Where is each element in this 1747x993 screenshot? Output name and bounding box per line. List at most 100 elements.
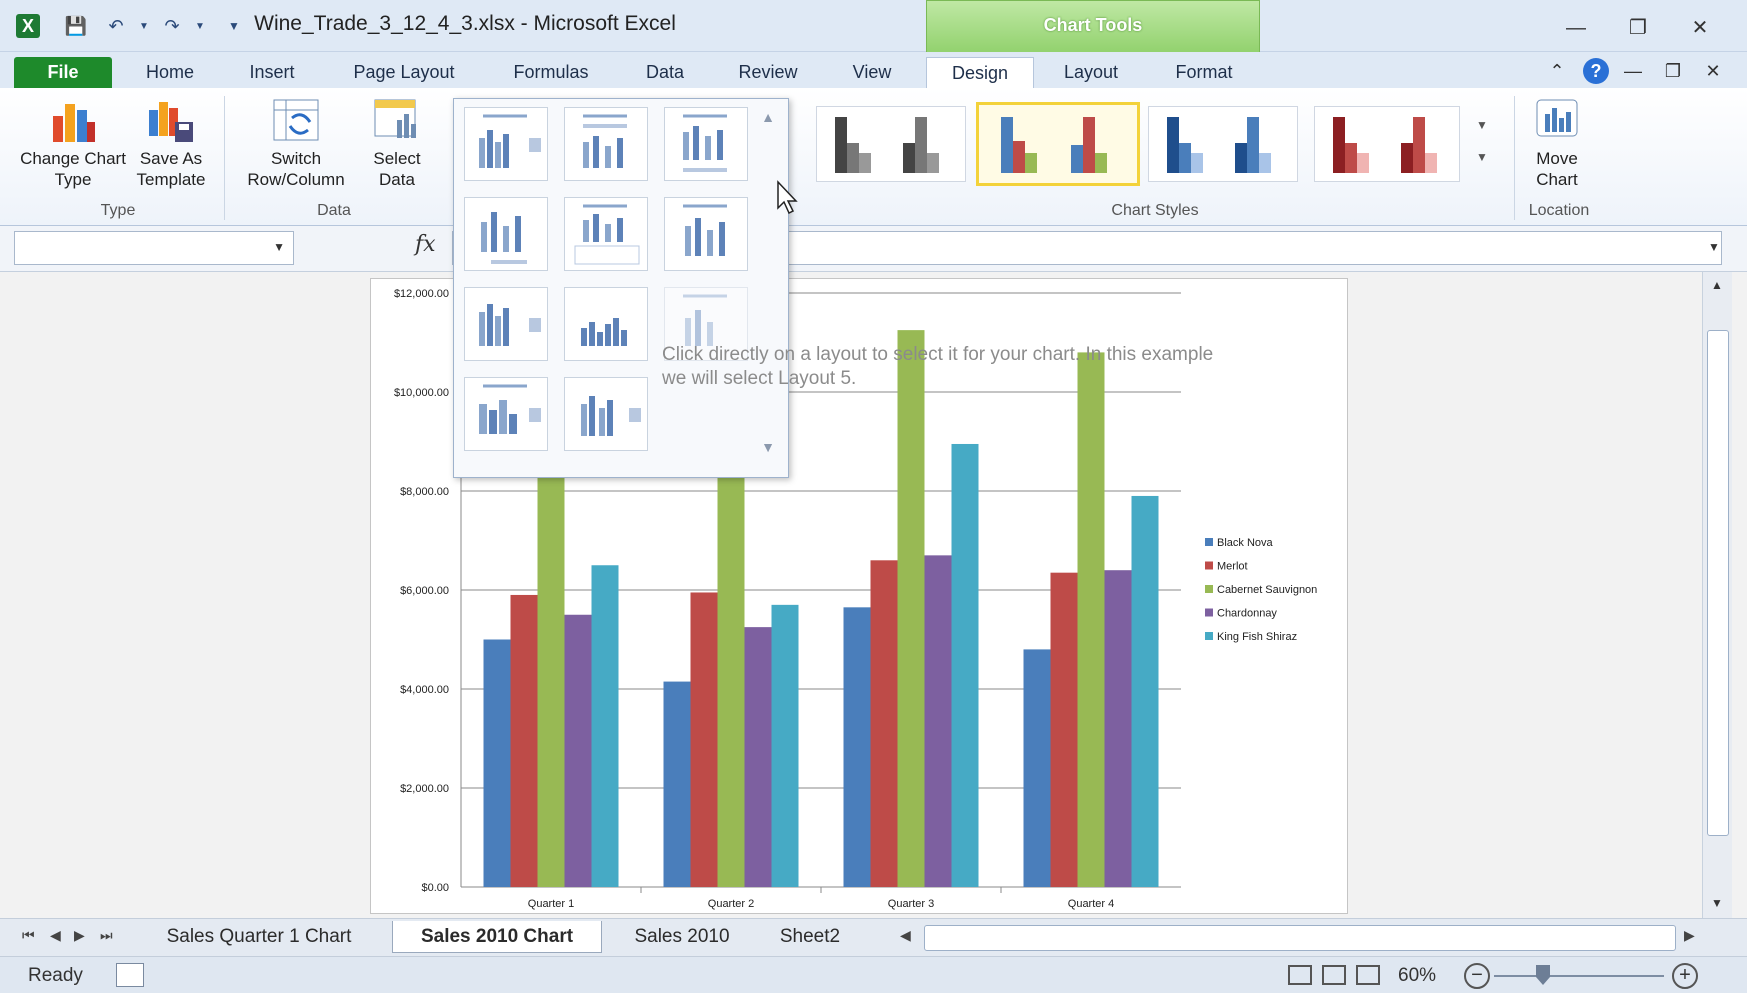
chart-layout-7[interactable] (464, 287, 548, 361)
chart-layout-8[interactable] (564, 287, 648, 361)
move-chart-button[interactable]: Move Chart (1520, 96, 1594, 190)
bar-chardonnay[interactable] (744, 627, 772, 887)
tab-layout[interactable]: Layout (1063, 62, 1119, 82)
customize-qat-icon[interactable]: ▼ (228, 19, 240, 33)
chart-layout-1[interactable] (464, 107, 548, 181)
bar-king-fish-shiraz[interactable] (951, 443, 979, 887)
undo-dropdown-icon[interactable]: ▼ (139, 20, 149, 32)
chart-style-3[interactable] (1148, 106, 1298, 182)
zoom-slider-thumb[interactable] (1536, 965, 1550, 985)
save-as-template-button[interactable]: Save As Template (126, 96, 216, 190)
chart-style-4[interactable] (1314, 106, 1460, 182)
chart-layout-3[interactable] (664, 107, 748, 181)
zoom-out-icon[interactable]: − (1464, 963, 1490, 989)
redo-dropdown-icon[interactable]: ▼ (195, 20, 205, 32)
zoom-level[interactable]: 60% (1398, 965, 1437, 986)
minimize-ribbon-icon[interactable]: ⌃ (1549, 61, 1565, 81)
bar-black-nova[interactable] (1023, 649, 1051, 887)
close-icon[interactable]: ✕ (1691, 17, 1709, 39)
prev-sheet-icon[interactable]: ◀ (50, 927, 61, 943)
sheet-tab-sales-quarter-1-chart[interactable]: Sales Quarter 1 Chart (166, 926, 352, 947)
chart-layout-2[interactable] (564, 107, 648, 181)
next-sheet-icon[interactable]: ▶ (74, 927, 85, 943)
workbook-minimize-icon[interactable]: — (1624, 61, 1642, 81)
zoom-in-icon[interactable]: + (1672, 963, 1698, 989)
tab-view[interactable]: View (852, 62, 892, 82)
scroll-up-icon[interactable]: ▲ (1711, 278, 1723, 292)
bar-merlot[interactable] (870, 560, 898, 887)
y-tick-label: $6,000.00 (400, 585, 449, 597)
tab-insert[interactable]: Insert (249, 62, 295, 82)
hscroll-right-icon[interactable]: ▶ (1684, 927, 1695, 943)
undo-icon[interactable]: ↶ (108, 15, 124, 36)
sheet-tab-sales-2010-chart[interactable]: Sales 2010 Chart (392, 921, 602, 953)
styles-more-icon[interactable]: ▼ (1476, 150, 1488, 164)
column-chart[interactable]: $0.00 $2,000.00 $4,000.00 $6,000.00 $8,000.0… (371, 279, 1349, 915)
tab-design[interactable]: Design (926, 57, 1034, 88)
data-group-label: Data (317, 202, 351, 219)
bar-black-nova[interactable] (483, 639, 511, 888)
vertical-scrollbar[interactable]: ▲ ▼ (1702, 272, 1732, 918)
chart-layout-11[interactable] (564, 377, 648, 451)
bar-chardonnay[interactable] (1104, 570, 1132, 887)
bar-merlot[interactable] (690, 592, 718, 887)
bar-king-fish-shiraz[interactable] (1131, 495, 1159, 887)
bar-king-fish-shiraz[interactable] (591, 565, 619, 887)
tab-page-layout[interactable]: Page Layout (353, 62, 455, 82)
workbook-close-icon[interactable]: ✕ (1705, 61, 1721, 81)
switch-row-column-button[interactable]: Switch Row/Column (234, 96, 358, 190)
bar-cabernet-sauvignon[interactable] (897, 330, 925, 887)
redo-icon[interactable]: ↷ (164, 15, 180, 36)
page-layout-view-icon[interactable] (1322, 965, 1346, 985)
chart-styles-group-label: Chart Styles (1111, 202, 1199, 219)
tab-review[interactable]: Review (738, 62, 798, 82)
tab-home[interactable]: Home (145, 62, 194, 82)
horizontal-scrollbar[interactable] (924, 925, 1676, 951)
bar-merlot[interactable] (1050, 572, 1078, 887)
gallery-scroll-up-icon[interactable]: ▲ (761, 109, 775, 125)
bar-black-nova[interactable] (663, 681, 691, 887)
page-break-preview-icon[interactable] (1356, 965, 1380, 985)
name-box-dropdown-icon[interactable]: ▼ (273, 240, 285, 254)
expand-formula-bar-icon[interactable]: ▼ (1708, 240, 1720, 254)
chart-layout-9[interactable] (664, 287, 748, 361)
chart-layout-6[interactable] (664, 197, 748, 271)
gallery-scroll-down-icon[interactable]: ▼ (761, 439, 775, 455)
bar-merlot[interactable] (510, 594, 538, 887)
first-sheet-icon[interactable]: ⏮ (22, 927, 35, 943)
chart-style-1[interactable] (816, 106, 966, 182)
macro-record-icon[interactable] (116, 963, 144, 987)
sheet-tab-sheet2[interactable]: Sheet2 (779, 926, 841, 947)
minimize-icon[interactable]: — (1566, 17, 1586, 39)
bar-chardonnay[interactable] (564, 614, 592, 887)
tab-formulas[interactable]: Formulas (513, 62, 589, 82)
hscroll-left-icon[interactable]: ◀ (900, 927, 911, 943)
help-icon[interactable]: ? (1583, 58, 1609, 84)
chart-style-2-selected[interactable] (976, 102, 1140, 186)
tab-format[interactable]: Format (1175, 62, 1233, 82)
insert-function-icon[interactable]: fx (415, 232, 436, 257)
scroll-down-icon[interactable]: ▼ (1711, 896, 1723, 910)
workbook-restore-icon[interactable]: ❐ (1664, 61, 1682, 81)
chart-layout-10[interactable] (464, 377, 548, 451)
bar-chardonnay[interactable] (924, 555, 952, 887)
normal-view-icon[interactable] (1288, 965, 1312, 985)
name-box[interactable]: ▼ (14, 231, 294, 265)
tab-file[interactable]: File (14, 57, 112, 88)
zoom-slider[interactable] (1494, 975, 1664, 977)
select-data-button[interactable]: Select Data (362, 96, 432, 190)
tab-data[interactable]: Data (645, 62, 685, 82)
bar-king-fish-shiraz[interactable] (771, 604, 799, 887)
chart-layout-5[interactable] (564, 197, 648, 271)
last-sheet-icon[interactable]: ⏭ (100, 927, 113, 943)
vertical-scroll-thumb[interactable] (1707, 330, 1729, 836)
restore-icon[interactable]: ❐ (1629, 17, 1647, 39)
group-separator (1514, 96, 1515, 220)
chart-layout-4[interactable] (464, 197, 548, 271)
change-chart-type-button[interactable]: Change Chart Type (18, 96, 128, 190)
sheet-tab-sales-2010[interactable]: Sales 2010 (634, 926, 730, 947)
styles-scroll-icon[interactable]: ▼ (1476, 118, 1488, 132)
save-icon[interactable]: 💾 (64, 15, 88, 36)
bar-black-nova[interactable] (843, 607, 871, 887)
bar-cabernet-sauvignon[interactable] (1077, 352, 1105, 887)
